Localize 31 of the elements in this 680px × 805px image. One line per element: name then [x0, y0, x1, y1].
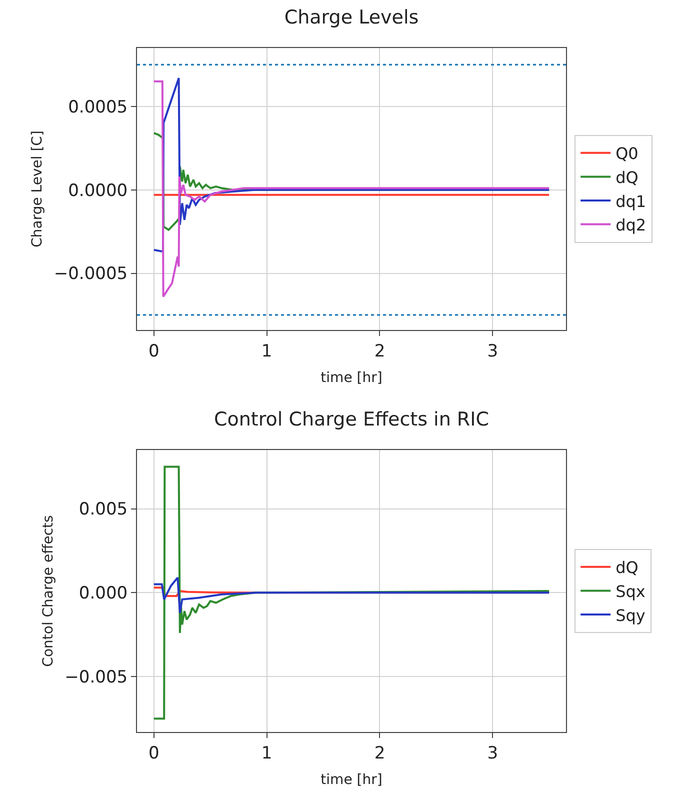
x-tick-label: 3: [487, 743, 498, 764]
y-tick-label: −0.0005: [54, 264, 128, 284]
line-series: [152, 80, 550, 298]
x-tick-label: 3: [487, 341, 498, 362]
x-axis-title: time [hr]: [320, 370, 382, 386]
x-axis-title: time [hr]: [320, 772, 382, 788]
x-tick-label: 1: [261, 341, 272, 362]
x-tick-label: 1: [261, 743, 272, 764]
legend-label: Sqx: [616, 582, 646, 601]
legend-label: dQ: [616, 168, 638, 187]
chart-title: Charge Levels: [284, 6, 419, 28]
x-tick-label: 0: [148, 341, 160, 362]
line-series: [152, 576, 550, 614]
line-series: [152, 77, 550, 253]
chart-title: Control Charge Effects in RIC: [214, 408, 489, 430]
legend-label: dQ: [616, 558, 638, 578]
legend-label: dq2: [616, 216, 646, 235]
x-tick-label: 0: [148, 743, 160, 764]
y-axis-title: Charge Level [C]: [29, 130, 46, 248]
x-tick-label: 2: [374, 341, 386, 362]
legend-label: Q0: [616, 144, 638, 164]
y-tick-label: 0.005: [78, 500, 128, 520]
y-tick-label: −0.005: [64, 668, 128, 688]
y-axis-title: Contol Charge effects: [40, 515, 56, 667]
y-tick-label: 0.0005: [68, 97, 128, 118]
legend-label: Sqy: [616, 606, 646, 625]
x-tick-label: 2: [374, 743, 386, 764]
line-series: [152, 466, 550, 720]
legend-label: dq1: [616, 192, 646, 211]
y-tick-label: 0.000: [78, 584, 128, 604]
y-tick-label: 0.0000: [68, 180, 128, 201]
